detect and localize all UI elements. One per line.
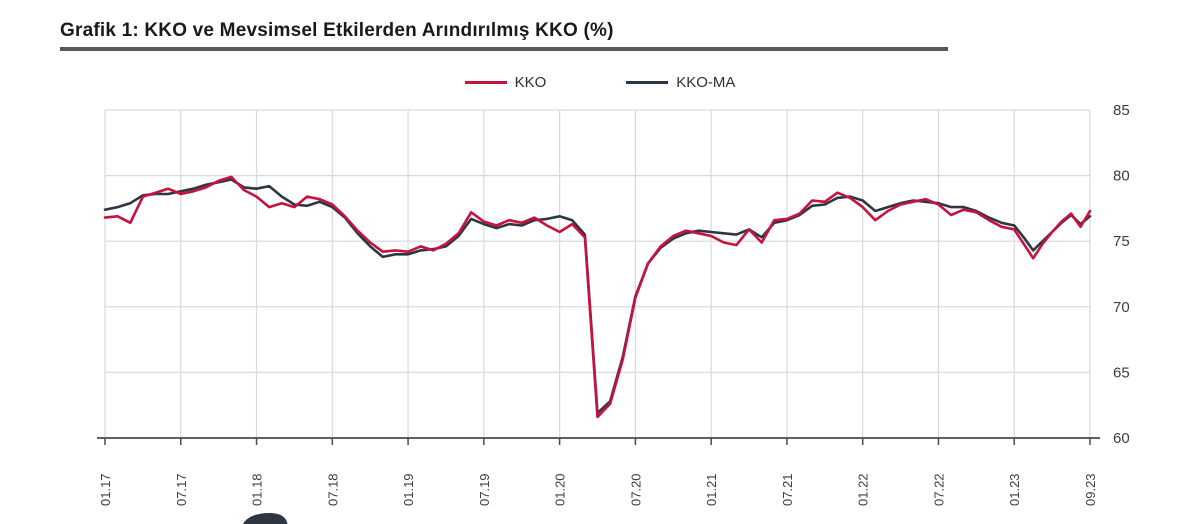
x-axis-label: 01.20 [553, 473, 568, 506]
x-axis-label: 07.17 [174, 473, 189, 506]
y-axis-labels: 85 80 75 70 65 60 [1113, 102, 1130, 447]
line-kko [103, 175, 1092, 419]
chart-legend: KKO KKO-MA [0, 74, 1200, 91]
line-kko-ma [103, 178, 1092, 415]
y-axis-label: 60 [1113, 430, 1130, 447]
kko-ma-line-swatch [626, 81, 669, 84]
x-axis-label: 07.20 [628, 473, 643, 506]
legend-item-kko-ma: KKO-MA [626, 74, 735, 91]
x-axis [97, 437, 1100, 445]
x-axis-label: 01.17 [98, 473, 113, 506]
y-axis-label: 85 [1113, 102, 1130, 119]
vertical-gridlines [104, 110, 1091, 438]
x-axis-label: 07.22 [931, 473, 946, 506]
x-axis-label: 01.18 [250, 473, 265, 506]
legend-item-kko: KKO [464, 74, 547, 91]
y-axis-label: 80 [1113, 168, 1130, 185]
y-axis-label: 70 [1113, 299, 1130, 316]
x-axis-label: 07.21 [780, 473, 795, 506]
title-underline [60, 47, 948, 51]
partial-logo-shape [243, 512, 288, 524]
x-axis-label: 07.19 [477, 473, 492, 506]
chart-title: Grafik 1: KKO ve Mevsimsel Etkilerden Ar… [60, 20, 614, 41]
x-axis-label: 01.19 [401, 473, 416, 506]
legend-label-kko-ma: KKO-MA [676, 74, 736, 91]
x-axis-label: 09.23 [1083, 473, 1098, 506]
x-axis-label: 01.23 [1007, 473, 1022, 506]
kko-line-swatch [464, 81, 507, 84]
horizontal-gridlines [105, 109, 1090, 373]
legend-label-kko: KKO [514, 74, 547, 91]
y-axis-label: 75 [1113, 233, 1130, 250]
x-axis-label: 01.22 [856, 473, 871, 506]
x-axis-label: 01.21 [704, 473, 719, 506]
x-axis-labels: 01.17 07.17 01.18 07.18 01.19 07.19 01.20 07.20… [98, 473, 1098, 506]
series-lines [103, 175, 1092, 419]
x-axis-label: 07.18 [325, 473, 340, 506]
y-axis-label: 65 [1113, 364, 1130, 381]
